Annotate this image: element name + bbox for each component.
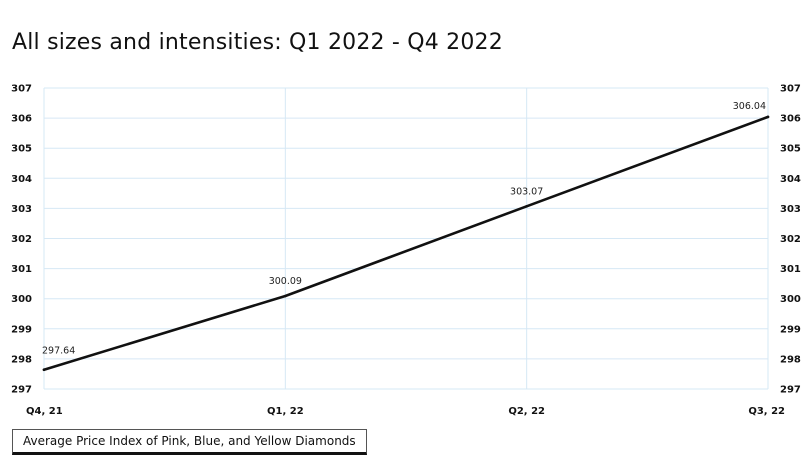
y-tick-label-right: 298 — [780, 354, 801, 365]
y-tick-label-left: 298 — [11, 354, 32, 365]
y-tick-label-left: 301 — [11, 264, 32, 275]
y-axis-right: 297 298 299 300 301 302 303 304 305 306 307 — [780, 84, 801, 396]
legend-item[interactable]: Average Price Index of Pink, Blue, and Y… — [12, 429, 367, 455]
x-tick-label: Q4, 21 — [26, 406, 63, 417]
y-tick-label-right: 306 — [780, 114, 801, 125]
legend-label: Average Price Index of Pink, Blue, and Y… — [23, 434, 356, 448]
y-tick-label-left: 297 — [11, 385, 32, 396]
data-point — [42, 368, 46, 372]
y-tick-label-right: 304 — [780, 174, 801, 185]
data-label: 303.07 — [510, 186, 543, 197]
data-label: 300.09 — [269, 276, 302, 287]
grid-lines — [43, 87, 769, 390]
y-tick-label-right: 305 — [780, 144, 801, 155]
x-tick-label: Q3, 22 — [748, 406, 785, 417]
y-tick-label-right: 307 — [780, 84, 801, 95]
y-tick-label-left: 306 — [11, 114, 32, 125]
x-tick-label: Q1, 22 — [267, 406, 304, 417]
y-tick-label-left: 299 — [11, 324, 32, 335]
x-tick-label: Q2, 22 — [508, 406, 545, 417]
y-tick-label-right: 299 — [780, 324, 801, 335]
x-axis: Q4, 21 Q1, 22 Q2, 22 Q3, 22 — [26, 406, 785, 417]
data-label: 297.64 — [42, 346, 75, 357]
y-tick-label-left: 300 — [11, 294, 32, 305]
chart-title: All sizes and intensities: Q1 2022 - Q4 … — [12, 30, 503, 55]
series-line-group — [42, 115, 770, 372]
y-tick-label-right: 302 — [780, 234, 801, 245]
data-point — [525, 204, 528, 208]
y-tick-label-left: 307 — [11, 84, 32, 95]
y-tick-label-left: 304 — [11, 174, 32, 185]
y-tick-label-left: 303 — [11, 204, 32, 215]
line-chart: 297 298 299 300 301 302 303 304 305 306 307 297 298… — [11, 84, 801, 418]
data-point — [766, 115, 770, 119]
series-line — [42, 115, 770, 372]
y-tick-label-left: 302 — [11, 234, 32, 245]
y-tick-label-right: 301 — [780, 264, 801, 275]
data-labels: 297.64 300.09 303.07 306.04 — [42, 101, 766, 357]
y-tick-label-right: 300 — [780, 294, 801, 305]
y-tick-label-right: 297 — [780, 385, 801, 396]
data-point — [284, 294, 287, 298]
data-label: 306.04 — [733, 101, 766, 112]
y-tick-label-right: 303 — [780, 204, 801, 215]
y-axis-left: 297 298 299 300 301 302 303 304 305 306 307 — [11, 84, 32, 396]
y-tick-label-left: 305 — [11, 144, 32, 155]
